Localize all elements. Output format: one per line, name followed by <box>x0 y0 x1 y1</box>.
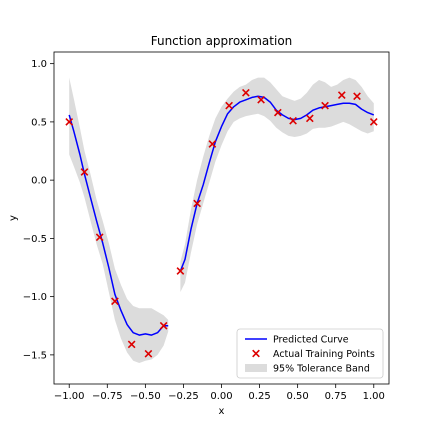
y-tick-label: 1.0 <box>31 59 47 70</box>
legend: Predicted Curve Actual Training Points 95%… <box>236 328 384 379</box>
legend-marker-swatch <box>252 349 260 358</box>
y-axis-label: y <box>8 215 19 221</box>
training-point <box>241 88 250 97</box>
training-point <box>289 116 297 125</box>
chart-title: Function approximation <box>151 34 293 48</box>
training-point <box>65 118 74 126</box>
x-tick-label: −1.00 <box>54 391 85 402</box>
y-tick-label: −1.5 <box>23 350 47 361</box>
training-points-layer <box>65 88 378 358</box>
legend-band-swatch <box>245 364 267 372</box>
x-tick-label: 1.00 <box>363 391 385 402</box>
training-point <box>159 321 168 330</box>
training-point <box>80 168 89 176</box>
x-tick-label: 0.50 <box>287 391 309 402</box>
training-point <box>273 108 282 117</box>
training-point <box>321 101 329 110</box>
tolerance-band-layer <box>69 77 374 363</box>
y-tick-label: 0.0 <box>31 176 47 187</box>
training-point <box>305 114 314 123</box>
x-axis-label: x <box>219 406 225 417</box>
training-point <box>111 297 119 306</box>
y-tick-label: 0.5 <box>31 117 47 128</box>
training-point <box>95 233 104 242</box>
x-tick-label: 0.00 <box>210 391 232 402</box>
training-point <box>257 95 265 104</box>
training-point <box>127 340 136 349</box>
x-tick-label: −0.75 <box>92 391 123 402</box>
x-tick-label: −0.25 <box>168 391 199 402</box>
x-axis-ticks: −1.00 −0.75 −0.50 −0.25 0.00 0.25 0.50 0.75 1.00 <box>54 384 385 402</box>
x-tick-label: −0.50 <box>130 391 161 402</box>
x-tick-label: 0.25 <box>248 391 270 402</box>
y-axis-ticks: 1.0 0.5 0.0 −0.5 −1.0 −1.5 <box>23 59 54 361</box>
y-tick-label: −1.0 <box>23 292 47 303</box>
legend-label: Actual Training Points <box>273 349 375 360</box>
legend-label: 95% Tolerance Band <box>273 364 370 375</box>
legend-label: Predicted Curve <box>273 335 349 346</box>
training-point <box>353 92 361 101</box>
tolerance-band-segment-2 <box>180 77 374 292</box>
y-tick-label: −0.5 <box>23 234 47 245</box>
tolerance-band-segment-1 <box>69 77 169 363</box>
training-point <box>176 267 185 275</box>
training-point <box>193 199 202 208</box>
legend-box <box>236 328 384 379</box>
training-point <box>225 101 233 110</box>
training-point <box>144 349 153 358</box>
training-point <box>369 118 378 126</box>
training-point <box>337 91 346 99</box>
x-tick-label: 0.75 <box>325 391 347 402</box>
training-point <box>208 140 217 148</box>
